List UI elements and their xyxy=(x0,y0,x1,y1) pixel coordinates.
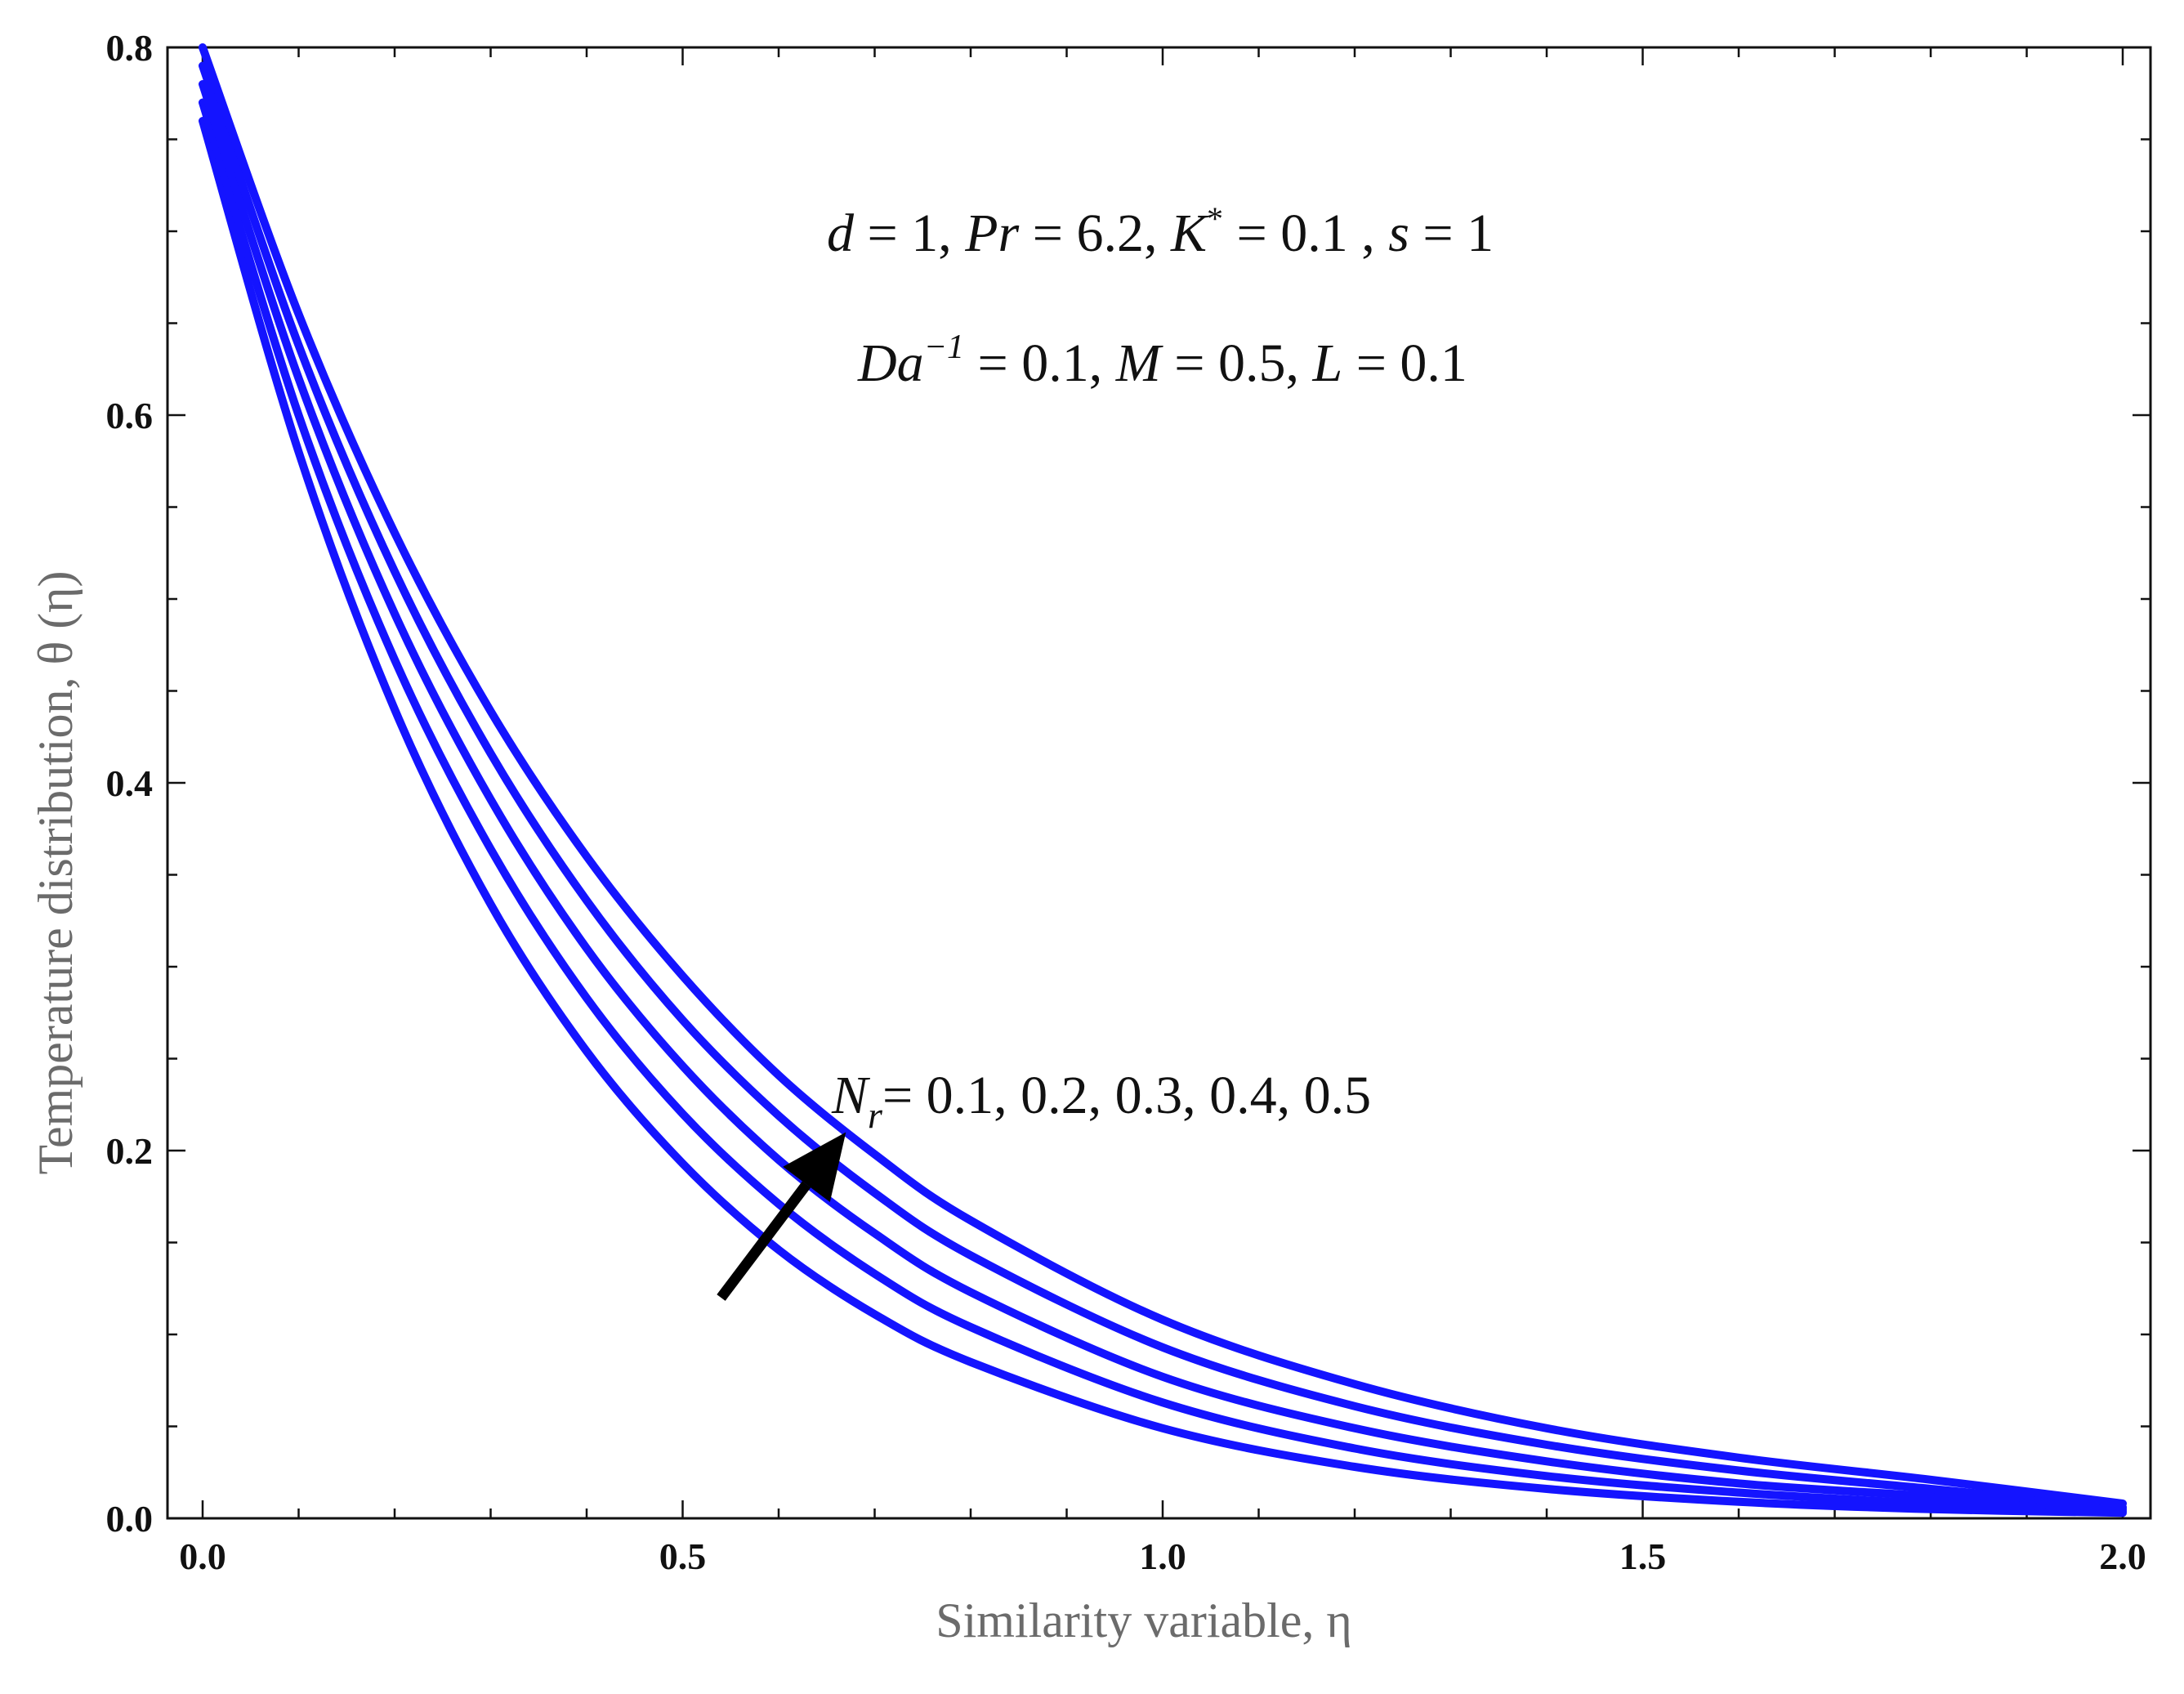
param-k-symbol: K xyxy=(1170,203,1209,263)
nr-values: = 0.1, 0.2, 0.3, 0.4, 0.5 xyxy=(882,1066,1371,1125)
series-line-1 xyxy=(199,117,2127,1517)
y-axis-title: Temperature distribution, θ (η) xyxy=(29,570,83,1174)
param-m-symbol: M xyxy=(1115,333,1164,393)
axis-tick-labels: 0.0 0.5 1.0 1.5 2.0 0.0 0.2 0.4 0.6 0.8 xyxy=(106,27,2146,1577)
param-m-value: = 0.5, xyxy=(1161,333,1313,393)
param-l-value: = 0.1 xyxy=(1342,333,1467,393)
parameter-arrow xyxy=(717,1132,846,1301)
nr-subscript: r xyxy=(868,1094,883,1136)
param-da-symbol: Da xyxy=(857,333,924,393)
param-da-value: = 0.1, xyxy=(964,333,1116,393)
param-da-superscript: −1 xyxy=(924,329,964,366)
x-tick-label: 0.5 xyxy=(659,1535,707,1577)
param-k-superscript: * xyxy=(1207,200,1223,237)
series-line-4 xyxy=(199,61,2127,1512)
param-d-value: = 1, xyxy=(854,203,965,263)
x-tick-label: 1.0 xyxy=(1139,1535,1186,1577)
nr-symbol: N xyxy=(831,1066,871,1125)
y-tick-label: 0.6 xyxy=(106,395,154,436)
arrow-head xyxy=(783,1132,846,1202)
y-tick-label: 0.2 xyxy=(106,1130,154,1172)
series-line-2 xyxy=(199,98,2127,1515)
param-pr-value: = 6.2, xyxy=(1019,203,1171,263)
series-line-3 xyxy=(199,80,2127,1513)
x-tick-label: 2.0 xyxy=(2099,1535,2146,1577)
series-group xyxy=(199,43,2127,1517)
params-line-2: Da−1 = 0.1, M = 0.5, L = 0.1 xyxy=(857,329,1467,393)
x-tick-label: 1.5 xyxy=(1619,1535,1667,1577)
param-s-value: = 1 xyxy=(1409,203,1494,263)
arrow-shaft xyxy=(717,1181,811,1301)
param-s-symbol: s xyxy=(1388,203,1409,263)
param-d-symbol: d xyxy=(827,203,855,263)
x-axis-title: Similarity variable, η xyxy=(936,1593,1352,1647)
axis-ticks xyxy=(167,46,2151,1520)
y-tick-label: 0.0 xyxy=(106,1498,154,1540)
param-k-value: = 0.1 , xyxy=(1223,203,1388,263)
y-tick-label: 0.8 xyxy=(106,27,154,69)
y-tick-label: 0.4 xyxy=(106,762,154,804)
params-line-1: d = 1, Pr = 6.2, K* = 0.1 , s = 1 xyxy=(827,200,1494,263)
x-tick-label: 0.0 xyxy=(179,1535,226,1577)
series-line-5 xyxy=(199,43,2127,1508)
param-l-symbol: L xyxy=(1311,333,1342,393)
nr-label: Nr= 0.1, 0.2, 0.3, 0.4, 0.5 xyxy=(831,1066,1371,1136)
param-pr-symbol: Pr xyxy=(964,203,1019,263)
